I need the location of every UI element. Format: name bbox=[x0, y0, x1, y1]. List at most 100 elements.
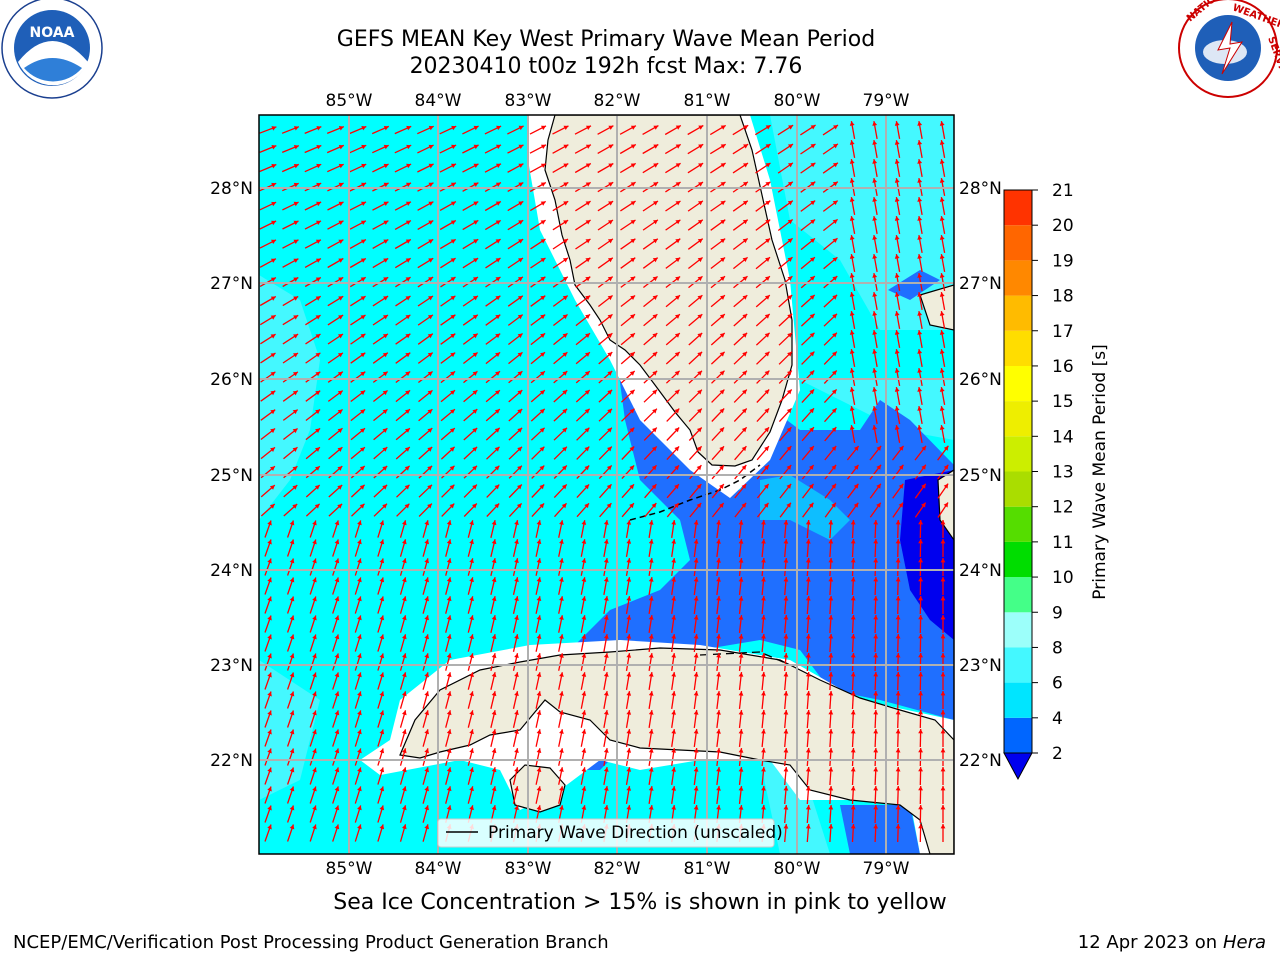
wave-arrow-head bbox=[424, 805, 429, 811]
wave-arrow-head bbox=[873, 748, 879, 753]
wave-arrow-head bbox=[292, 447, 298, 452]
wave-arrow-head bbox=[872, 235, 878, 240]
wave-arrow-head bbox=[402, 805, 407, 811]
wave-arrow-head bbox=[828, 767, 834, 772]
wave-arrow-head bbox=[876, 483, 881, 489]
wave-arrow-head bbox=[787, 332, 792, 338]
wave-arrow-head bbox=[472, 503, 477, 509]
wave-arrow-head bbox=[765, 144, 771, 149]
wave-arrow-head bbox=[738, 729, 744, 734]
wave-arrow-head bbox=[536, 653, 542, 658]
wave-arrow-head bbox=[720, 238, 726, 244]
wave-arrow-head bbox=[828, 596, 834, 601]
wave-arrow-head bbox=[894, 330, 900, 335]
wave-arrow-head bbox=[334, 634, 340, 640]
wave-arrow-head bbox=[805, 577, 811, 582]
wave-arrow-head bbox=[720, 200, 726, 206]
wave-arrow-head bbox=[786, 446, 792, 451]
wave-arrow-head bbox=[267, 786, 272, 792]
wave-arrow-head bbox=[494, 409, 500, 414]
wave-arrow-head bbox=[939, 292, 945, 297]
wave-arrow-head bbox=[675, 276, 681, 282]
wave-arrow-head bbox=[693, 748, 699, 753]
wave-arrow-head bbox=[337, 485, 343, 490]
wave-arrow-head bbox=[853, 502, 859, 508]
wave-arrow-head bbox=[693, 805, 699, 810]
wave-arrow-head bbox=[517, 446, 522, 452]
wave-arrow-head bbox=[427, 465, 433, 471]
wave-arrow-head bbox=[361, 163, 367, 169]
wave-arrow-head bbox=[697, 238, 703, 244]
wave-arrow-head bbox=[783, 824, 789, 829]
wave-arrow-head bbox=[514, 748, 519, 753]
wave-arrow-head bbox=[540, 258, 546, 263]
wave-arrow-head bbox=[828, 729, 834, 734]
wave-arrow-head bbox=[849, 292, 855, 297]
wave-arrow-head bbox=[648, 596, 654, 601]
wave-arrow-head bbox=[360, 409, 366, 414]
wave-arrow-head bbox=[761, 729, 766, 734]
wave-arrow-head bbox=[895, 672, 901, 677]
wave-arrow-head bbox=[469, 729, 474, 735]
wave-arrow-head bbox=[446, 577, 452, 583]
wave-arrow-head bbox=[270, 428, 276, 434]
wave-arrow-head bbox=[379, 786, 385, 792]
wave-arrow-head bbox=[383, 239, 389, 244]
wave-arrow-head bbox=[716, 786, 721, 791]
wave-arrow-head bbox=[289, 615, 295, 621]
wave-arrow-head bbox=[446, 691, 452, 697]
wave-arrow-head bbox=[741, 465, 747, 470]
wave-arrow-head bbox=[761, 539, 766, 544]
wave-arrow-head bbox=[514, 615, 519, 620]
colorbar-segment bbox=[1004, 682, 1032, 718]
wave-arrow-head bbox=[720, 144, 726, 149]
wave-arrow-head bbox=[271, 182, 277, 188]
wave-arrow-head bbox=[473, 125, 479, 131]
wave-arrow-head bbox=[450, 220, 456, 225]
wave-arrow-head bbox=[293, 239, 299, 244]
wave-arrow-head bbox=[648, 805, 654, 810]
wave-arrow-head bbox=[496, 144, 501, 150]
host-name: Hera bbox=[1222, 932, 1266, 953]
wave-arrow-head bbox=[405, 390, 411, 395]
wave-arrow-head bbox=[494, 427, 500, 433]
wave-arrow-head bbox=[316, 220, 321, 225]
wave-arrow-head bbox=[698, 144, 704, 149]
wave-arrow-head bbox=[764, 314, 770, 319]
wave-arrow-head bbox=[607, 371, 613, 376]
wave-arrow-head bbox=[541, 144, 546, 149]
wave-arrow-head bbox=[603, 596, 609, 601]
wave-arrow-head bbox=[693, 786, 699, 791]
wave-arrow-head bbox=[603, 767, 609, 772]
wave-arrow-head bbox=[402, 786, 407, 792]
wave-arrow-head bbox=[469, 672, 474, 678]
wave-arrow-head bbox=[312, 596, 317, 602]
wave-arrow-head bbox=[674, 465, 679, 471]
wave-arrow-head bbox=[850, 539, 856, 544]
wave-arrow-head bbox=[494, 503, 500, 509]
wave-arrow-head bbox=[563, 182, 569, 187]
wave-arrow-head bbox=[697, 314, 703, 319]
wave-arrow-head bbox=[917, 311, 923, 316]
wave-arrow-head bbox=[312, 577, 317, 583]
wave-arrow-head bbox=[316, 201, 322, 207]
wave-arrow-head bbox=[337, 428, 343, 433]
wave-arrow-head bbox=[360, 371, 366, 377]
wave-arrow-head bbox=[828, 615, 834, 620]
wave-arrow-head bbox=[581, 520, 587, 525]
wave-arrow-head bbox=[379, 710, 385, 716]
wave-arrow-head bbox=[626, 520, 632, 525]
wave-arrow-head bbox=[491, 729, 497, 735]
wave-arrow-head bbox=[917, 425, 923, 430]
wave-arrow-head bbox=[495, 201, 501, 206]
wave-arrow-head bbox=[585, 220, 591, 225]
wave-arrow-head bbox=[491, 577, 497, 583]
legend-label: Primary Wave Direction (unscaled) bbox=[488, 823, 783, 843]
wave-arrow-head bbox=[675, 182, 681, 187]
wave-arrow-head bbox=[761, 634, 766, 639]
wave-arrow-head bbox=[738, 786, 744, 791]
wave-arrow-head bbox=[671, 748, 676, 753]
wave-arrow-head bbox=[267, 653, 272, 659]
wave-arrow-head bbox=[293, 182, 299, 188]
wave-arrow-head bbox=[652, 257, 658, 263]
